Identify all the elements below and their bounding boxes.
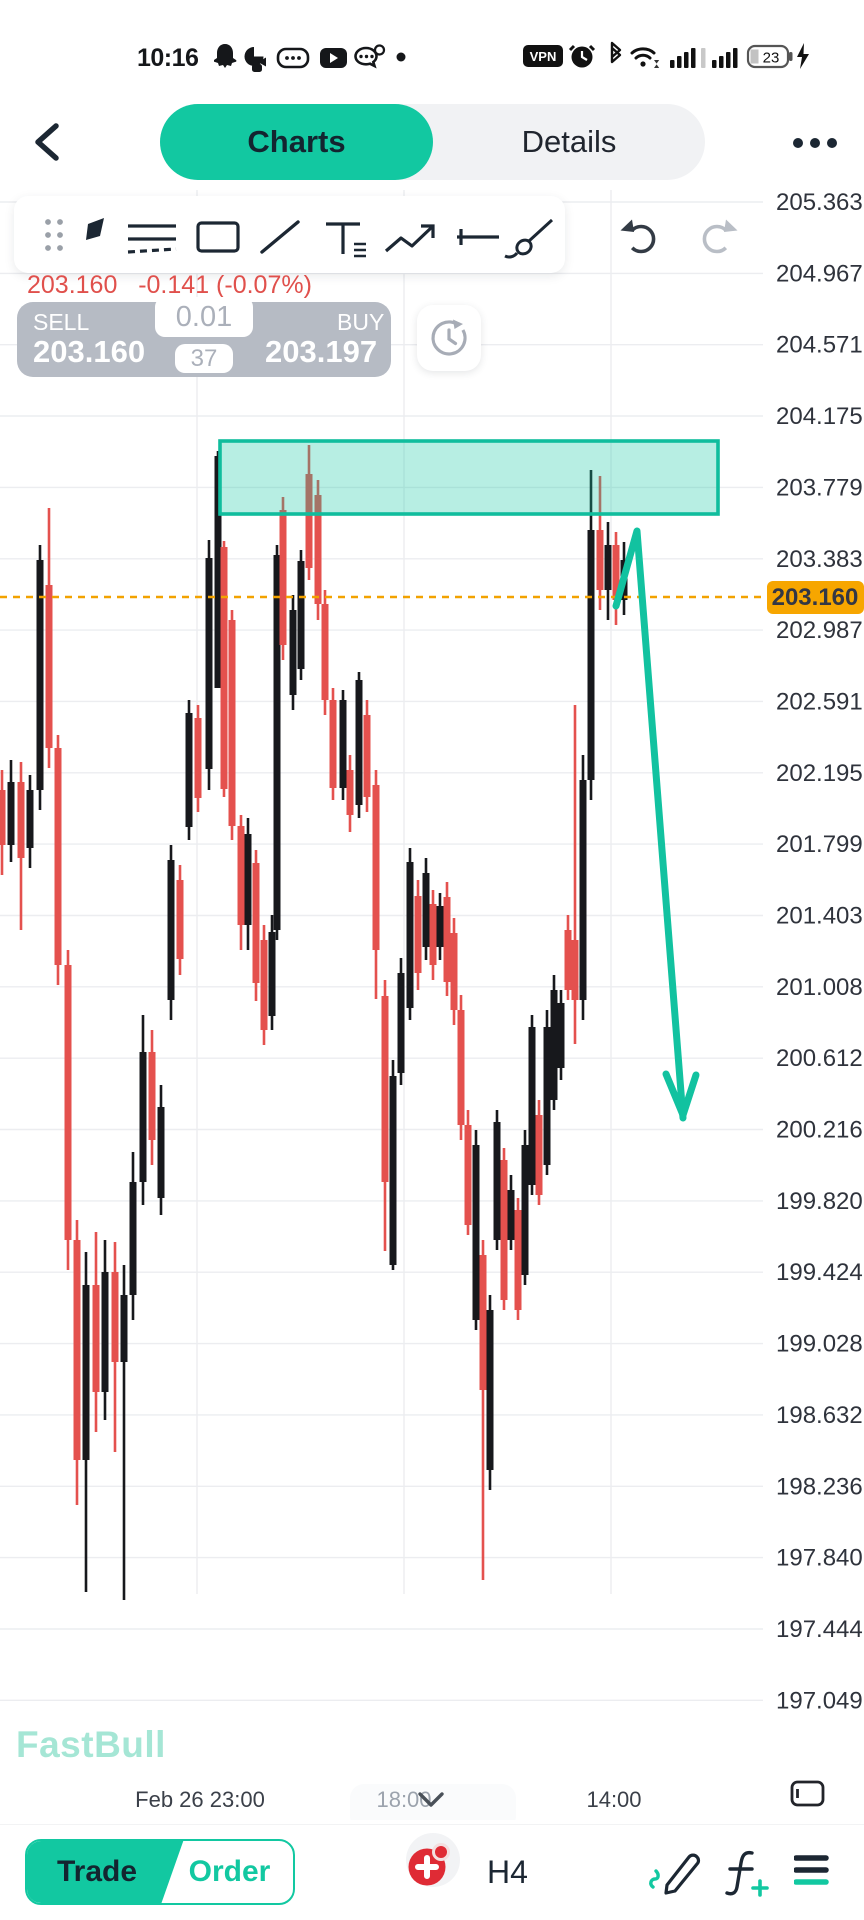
svg-text:201.008: 201.008 xyxy=(776,974,863,1001)
svg-text:197.444: 197.444 xyxy=(776,1616,863,1643)
svg-text:197.840: 197.840 xyxy=(776,1545,863,1572)
svg-text:Feb 26 23:00: Feb 26 23:00 xyxy=(135,1787,265,1812)
svg-text:FastBull: FastBull xyxy=(16,1724,166,1765)
svg-text:198.632: 198.632 xyxy=(776,1402,863,1429)
svg-text:199.424: 199.424 xyxy=(776,1259,863,1286)
svg-text:205.363: 205.363 xyxy=(776,190,863,216)
svg-text:201.799: 201.799 xyxy=(776,831,863,858)
svg-text:204.967: 204.967 xyxy=(776,260,863,287)
svg-text:199.820: 199.820 xyxy=(776,1188,863,1215)
svg-text:18:00: 18:00 xyxy=(376,1787,431,1812)
svg-text:14:00: 14:00 xyxy=(586,1787,641,1812)
svg-text:204.175: 204.175 xyxy=(776,403,863,430)
svg-text:199.028: 199.028 xyxy=(776,1331,863,1358)
svg-text:203.383: 203.383 xyxy=(776,546,863,573)
svg-text:202.195: 202.195 xyxy=(776,760,863,787)
svg-text:200.612: 200.612 xyxy=(776,1045,863,1072)
svg-text:197.049: 197.049 xyxy=(776,1687,863,1714)
svg-text:202.987: 202.987 xyxy=(776,617,863,644)
svg-text:VPN: VPN xyxy=(530,49,557,64)
svg-text:200.216: 200.216 xyxy=(776,1117,863,1144)
svg-text:202.591: 202.591 xyxy=(776,688,863,715)
svg-text:204.571: 204.571 xyxy=(776,332,863,359)
svg-text:203.160: 203.160 xyxy=(772,584,859,611)
svg-text:201.403: 201.403 xyxy=(776,903,863,930)
svg-text:23: 23 xyxy=(763,50,780,67)
svg-text:203.779: 203.779 xyxy=(776,474,863,501)
svg-text:198.236: 198.236 xyxy=(776,1473,863,1500)
